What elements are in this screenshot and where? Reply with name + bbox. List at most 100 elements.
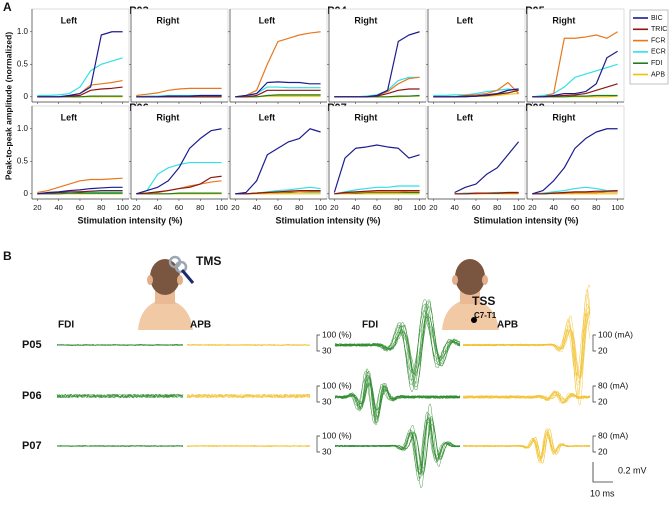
series-line — [532, 31, 618, 98]
x-tick-label: 20 — [231, 203, 239, 212]
emg-trace — [462, 311, 591, 379]
legend-label: FDI — [651, 60, 662, 67]
x-axis-label: Stimulation intensity (%) — [275, 215, 380, 225]
emg-trace — [56, 344, 184, 346]
x-tick-label: 20 — [33, 203, 41, 212]
scale-bracket — [592, 435, 596, 453]
panel-subtitle: Left — [61, 112, 78, 122]
emg-trace — [334, 375, 461, 421]
series-line — [37, 31, 123, 98]
panel-subtitle: Left — [259, 112, 276, 122]
series-line — [235, 81, 321, 98]
x-tick-label: 80 — [295, 203, 303, 212]
muscle-header: APB — [190, 320, 211, 331]
panel-subtitle: Left — [457, 15, 474, 25]
plot-frame — [130, 105, 229, 200]
x-tick-label: 40 — [351, 203, 359, 212]
x-tick-label: 80 — [196, 203, 204, 212]
legend-label: BIC — [651, 15, 663, 22]
y-tick-label: 1.0 — [17, 124, 29, 133]
panel-subtitle: Right — [156, 112, 179, 122]
series-line — [532, 63, 618, 98]
series-line — [454, 191, 519, 195]
x-tick-label: 80 — [493, 203, 501, 212]
x-tick-label: 80 — [592, 203, 600, 212]
x-tick-label: 60 — [472, 203, 480, 212]
plot-frame — [130, 8, 229, 103]
plot-frame — [328, 8, 427, 103]
x-tick-label: 40 — [450, 203, 458, 212]
scale-bracket — [592, 334, 596, 352]
series-line — [433, 88, 519, 98]
series-line — [235, 31, 321, 98]
y-tick-label: 0.5 — [17, 156, 29, 165]
x-tick-label: 100 — [116, 203, 129, 212]
y-axis-label: Peak-to-peak amplitude (normalized) — [3, 32, 13, 180]
series-line — [37, 57, 123, 97]
legend-label: TRIC — [651, 26, 667, 33]
scale-min: 30 — [322, 345, 332, 355]
emg-trace — [335, 299, 461, 393]
participant-label: P07 — [22, 440, 42, 452]
emg-trace — [462, 309, 591, 380]
plot-frame — [526, 8, 625, 103]
x-tick-label: 100 — [611, 203, 624, 212]
x-tick-label: 80 — [97, 203, 105, 212]
series-line — [235, 128, 321, 195]
series-line — [532, 128, 618, 195]
scale-bracket — [316, 334, 320, 352]
x-tick-label: 20 — [429, 203, 437, 212]
scale-amplitude: 0.2 mV — [618, 465, 647, 475]
series-line — [37, 189, 123, 195]
emg-trace — [186, 393, 311, 399]
x-tick-label: 100 — [413, 203, 426, 212]
scale-bracket — [316, 435, 320, 453]
x-tick-label: 40 — [549, 203, 557, 212]
panel-subtitle: Right — [552, 112, 575, 122]
head-tms — [138, 255, 195, 330]
series-line — [136, 161, 222, 195]
series-line — [454, 141, 520, 194]
x-tick-label: 80 — [394, 203, 402, 212]
x-tick-label: 60 — [274, 203, 282, 212]
scale-max: 100 (%) — [322, 329, 352, 339]
panel-subtitle: Left — [61, 15, 78, 25]
y-tick-label: 0 — [24, 92, 29, 101]
scale-time: 10 ms — [590, 488, 615, 498]
x-tick-label: 40 — [54, 203, 62, 212]
emg-trace — [462, 391, 591, 404]
muscle-header: APB — [497, 320, 518, 331]
legend-label: ECR — [651, 49, 666, 56]
scale-max: 100 (%) — [322, 380, 352, 390]
series-line — [136, 94, 222, 98]
panel-subtitle: Right — [354, 112, 377, 122]
legend-label: FCR — [651, 37, 665, 44]
plot-frame — [427, 8, 526, 103]
series-line — [136, 87, 222, 97]
emg-trace — [334, 371, 461, 423]
series-line — [136, 192, 222, 195]
scale-min: 30 — [322, 446, 332, 456]
series-line — [235, 189, 321, 195]
plot-frame — [229, 105, 328, 200]
series-line — [37, 177, 123, 194]
tms-label: TMS — [196, 254, 221, 268]
x-tick-label: 100 — [314, 203, 327, 212]
series-line — [334, 190, 420, 195]
emg-trace — [334, 300, 461, 388]
emg-trace — [186, 445, 311, 447]
participant-label: P06 — [22, 390, 42, 402]
series-line — [532, 186, 618, 195]
y-tick-label: 0 — [24, 189, 29, 198]
emg-trace — [56, 445, 183, 447]
scale-min: 20 — [598, 345, 608, 355]
series-line — [235, 89, 321, 98]
scale-bracket — [592, 385, 596, 403]
x-tick-label: 40 — [153, 203, 161, 212]
scale-min: 30 — [322, 396, 332, 406]
plot-frame — [328, 105, 427, 200]
head-tss — [442, 259, 499, 330]
muscle-header: FDI — [362, 320, 378, 331]
x-tick-label: 100 — [512, 203, 525, 212]
